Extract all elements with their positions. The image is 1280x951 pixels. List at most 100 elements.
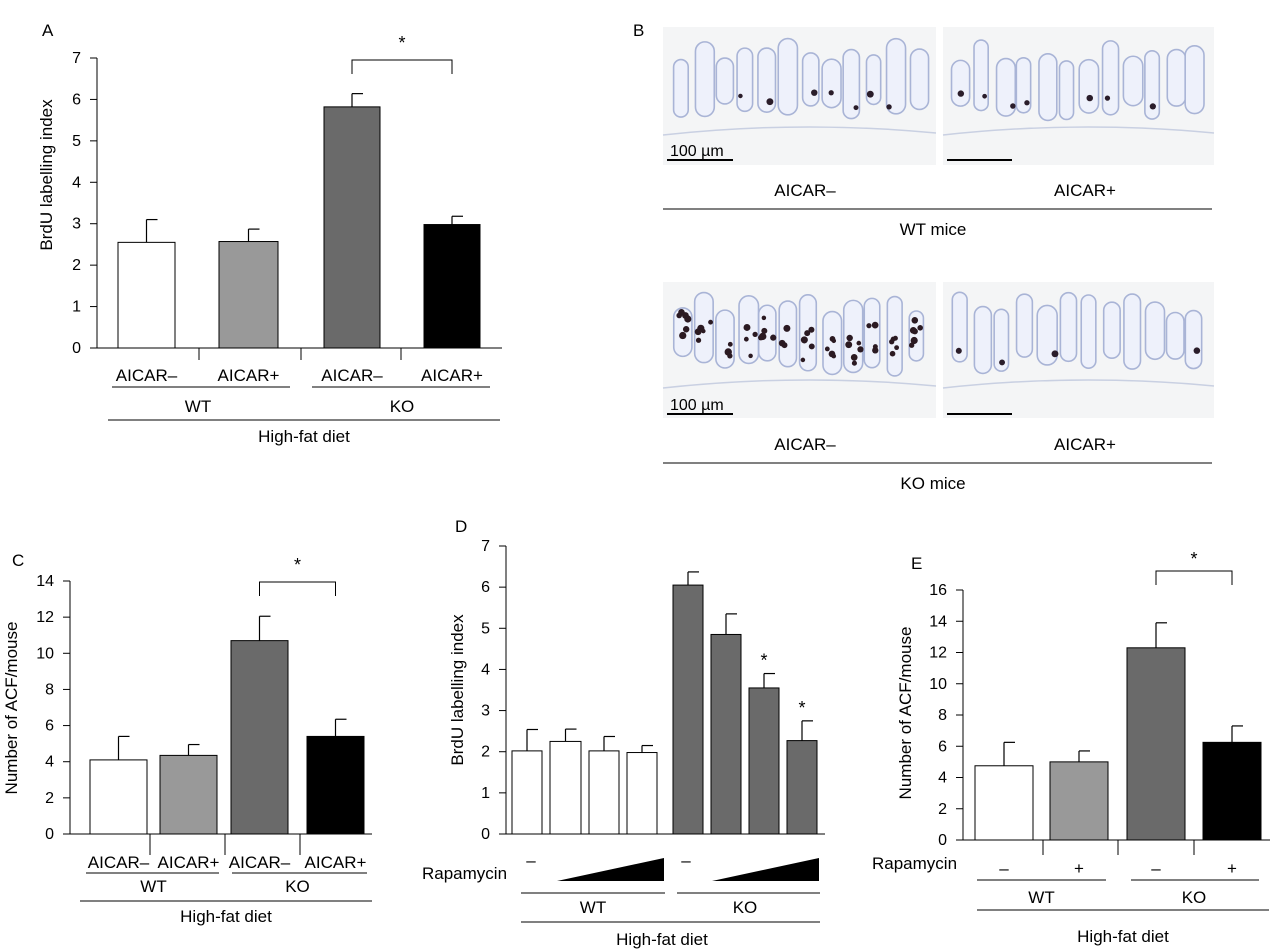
brdu-positive-nucleus: [727, 341, 733, 347]
panel-e-rapamycin-label: Rapamycin: [872, 854, 957, 873]
panel-a-letter: A: [42, 21, 54, 40]
crypt-shape: [950, 59, 971, 107]
brdu-positive-nucleus: [676, 312, 683, 319]
brdu-positive-nucleus: [738, 93, 743, 99]
crypt-shape: [1123, 293, 1142, 370]
submucosa-line: [662, 126, 937, 136]
panel-c-bar: [306, 735, 365, 835]
brdu-positive-nucleus: [1024, 100, 1030, 106]
crypt-shape: [993, 308, 1010, 372]
panel-e-bar: [974, 765, 1034, 841]
brdu-positive-nucleus: [708, 319, 713, 325]
crypt-shape: [822, 310, 843, 376]
panel-a-y-tick-label: 1: [72, 299, 81, 316]
panel-d-footer: High-fat diet: [616, 930, 708, 949]
panel-a-significance-star: *: [398, 33, 405, 53]
brdu-positive-nucleus: [872, 347, 879, 354]
panel-c-y-axis-label: Number of ACF/mouse: [2, 622, 21, 795]
panel-d-y-tick-label: 3: [481, 703, 490, 720]
panel-e-category-label: –: [1151, 859, 1161, 878]
submucosa-line: [942, 126, 1215, 136]
brdu-positive-nucleus: [1086, 94, 1093, 102]
brdu-positive-nucleus: [679, 331, 687, 340]
wt-aicar-minus-label: AICAR–: [774, 181, 836, 200]
brdu-positive-nucleus: [766, 98, 774, 106]
panel-a-y-tick-label: 4: [72, 174, 81, 191]
crypt-shape: [1144, 50, 1161, 120]
panel-c-bar: [230, 640, 289, 835]
crypt-shape: [909, 48, 930, 111]
brdu-positive-nucleus: [800, 336, 808, 344]
panel-d-group-label: WT: [580, 898, 606, 917]
brdu-positive-nucleus: [851, 360, 857, 366]
panel-e-bar: [1049, 761, 1109, 841]
brdu-positive-nucleus: [1104, 95, 1111, 101]
panel-a-category-label: AICAR+: [218, 366, 280, 385]
panel-a-y-tick-label: 5: [72, 133, 81, 150]
panel-a-chart: A BrdU labelling index 0 1 2 3 4 5 6 7 AICAR– AI…: [37, 21, 502, 446]
panel-a-group-label: WT: [185, 397, 211, 416]
crypt-shape: [951, 291, 968, 363]
brdu-positive-nucleus: [684, 315, 692, 323]
crypt-shape: [778, 300, 798, 368]
crypt-shape: [757, 304, 777, 362]
crypt-shape: [1166, 48, 1187, 107]
brdu-positive-nucleus: [1010, 103, 1016, 109]
crypt-shape: [1165, 311, 1185, 360]
panel-e-y-tick-label: 14: [929, 613, 947, 630]
panel-c-y-tick-label: 6: [45, 718, 54, 735]
crypt-shape: [736, 47, 754, 113]
crypt-shape: [1078, 58, 1100, 114]
panel-d-chart: D BrdU labelling index 0 1 2 3 4 5 6 7 * * Rapam…: [422, 517, 825, 949]
brdu-positive-nucleus: [808, 326, 815, 333]
brdu-positive-nucleus: [853, 105, 859, 111]
panel-d-bar: [626, 752, 658, 835]
crypt-shape: [821, 58, 842, 109]
brdu-positive-nucleus: [886, 104, 892, 110]
brdu-positive-nucleus: [909, 342, 915, 348]
brdu-positive-nucleus: [761, 315, 767, 321]
brdu-positive-nucleus: [748, 353, 753, 359]
panel-d-bar: [748, 687, 780, 835]
panel-c-category-label: AICAR+: [305, 853, 367, 872]
panel-e-bar: [1202, 741, 1262, 841]
panel-d-bar: [549, 740, 582, 835]
brdu-positive-nucleus: [743, 336, 749, 342]
crypt-shape: [1038, 53, 1058, 122]
panel-c-y-tick-label: 14: [36, 573, 54, 590]
brdu-positive-nucleus: [871, 321, 879, 329]
panel-e-y-tick-label: 2: [938, 801, 947, 818]
brdu-positive-nucleus: [781, 342, 788, 349]
crypt-shape: [995, 57, 1017, 117]
panel-c-group-label: KO: [285, 877, 310, 896]
panel-e-category-label: +: [1227, 859, 1237, 878]
crypt-shape: [863, 297, 881, 369]
brdu-positive-nucleus: [800, 357, 806, 363]
panel-a-bar: [117, 241, 176, 349]
crypt-shape: [694, 41, 716, 118]
panel-d-bar: [786, 740, 818, 835]
panel-b-letter: B: [633, 21, 644, 40]
panel-d-ko-dose-wedge: [712, 858, 819, 881]
panel-c-y-tick-label: 8: [45, 681, 54, 698]
panel-c-category-label: AICAR+: [158, 853, 220, 872]
brdu-positive-nucleus: [743, 324, 751, 331]
panel-e-y-tick-label: 10: [929, 676, 947, 693]
panel-a-significance-bracket: [351, 59, 453, 74]
panel-c-y-tick-label: 12: [36, 609, 54, 626]
crypt-shape: [908, 310, 925, 362]
panel-c-footer: High-fat diet: [180, 907, 272, 926]
panel-d-y-tick-label: 4: [481, 661, 490, 678]
brdu-positive-nucleus: [724, 348, 732, 356]
panel-d-bar: [710, 633, 742, 835]
crypt-shape: [1184, 45, 1205, 115]
brdu-positive-nucleus: [866, 323, 872, 329]
brdu-positive-nucleus: [804, 330, 811, 337]
panel-c-bar: [89, 759, 148, 835]
panel-e-chart: E Number of ACF/mouse 0 2 4 6 8 10 12 14 16 Rapa…: [872, 549, 1270, 946]
wt-scale-label: 100 µm: [670, 143, 724, 160]
brdu-positive-nucleus: [694, 328, 702, 336]
panel-a-y-tick-label: 0: [72, 340, 81, 357]
brdu-positive-nucleus: [999, 359, 1006, 366]
